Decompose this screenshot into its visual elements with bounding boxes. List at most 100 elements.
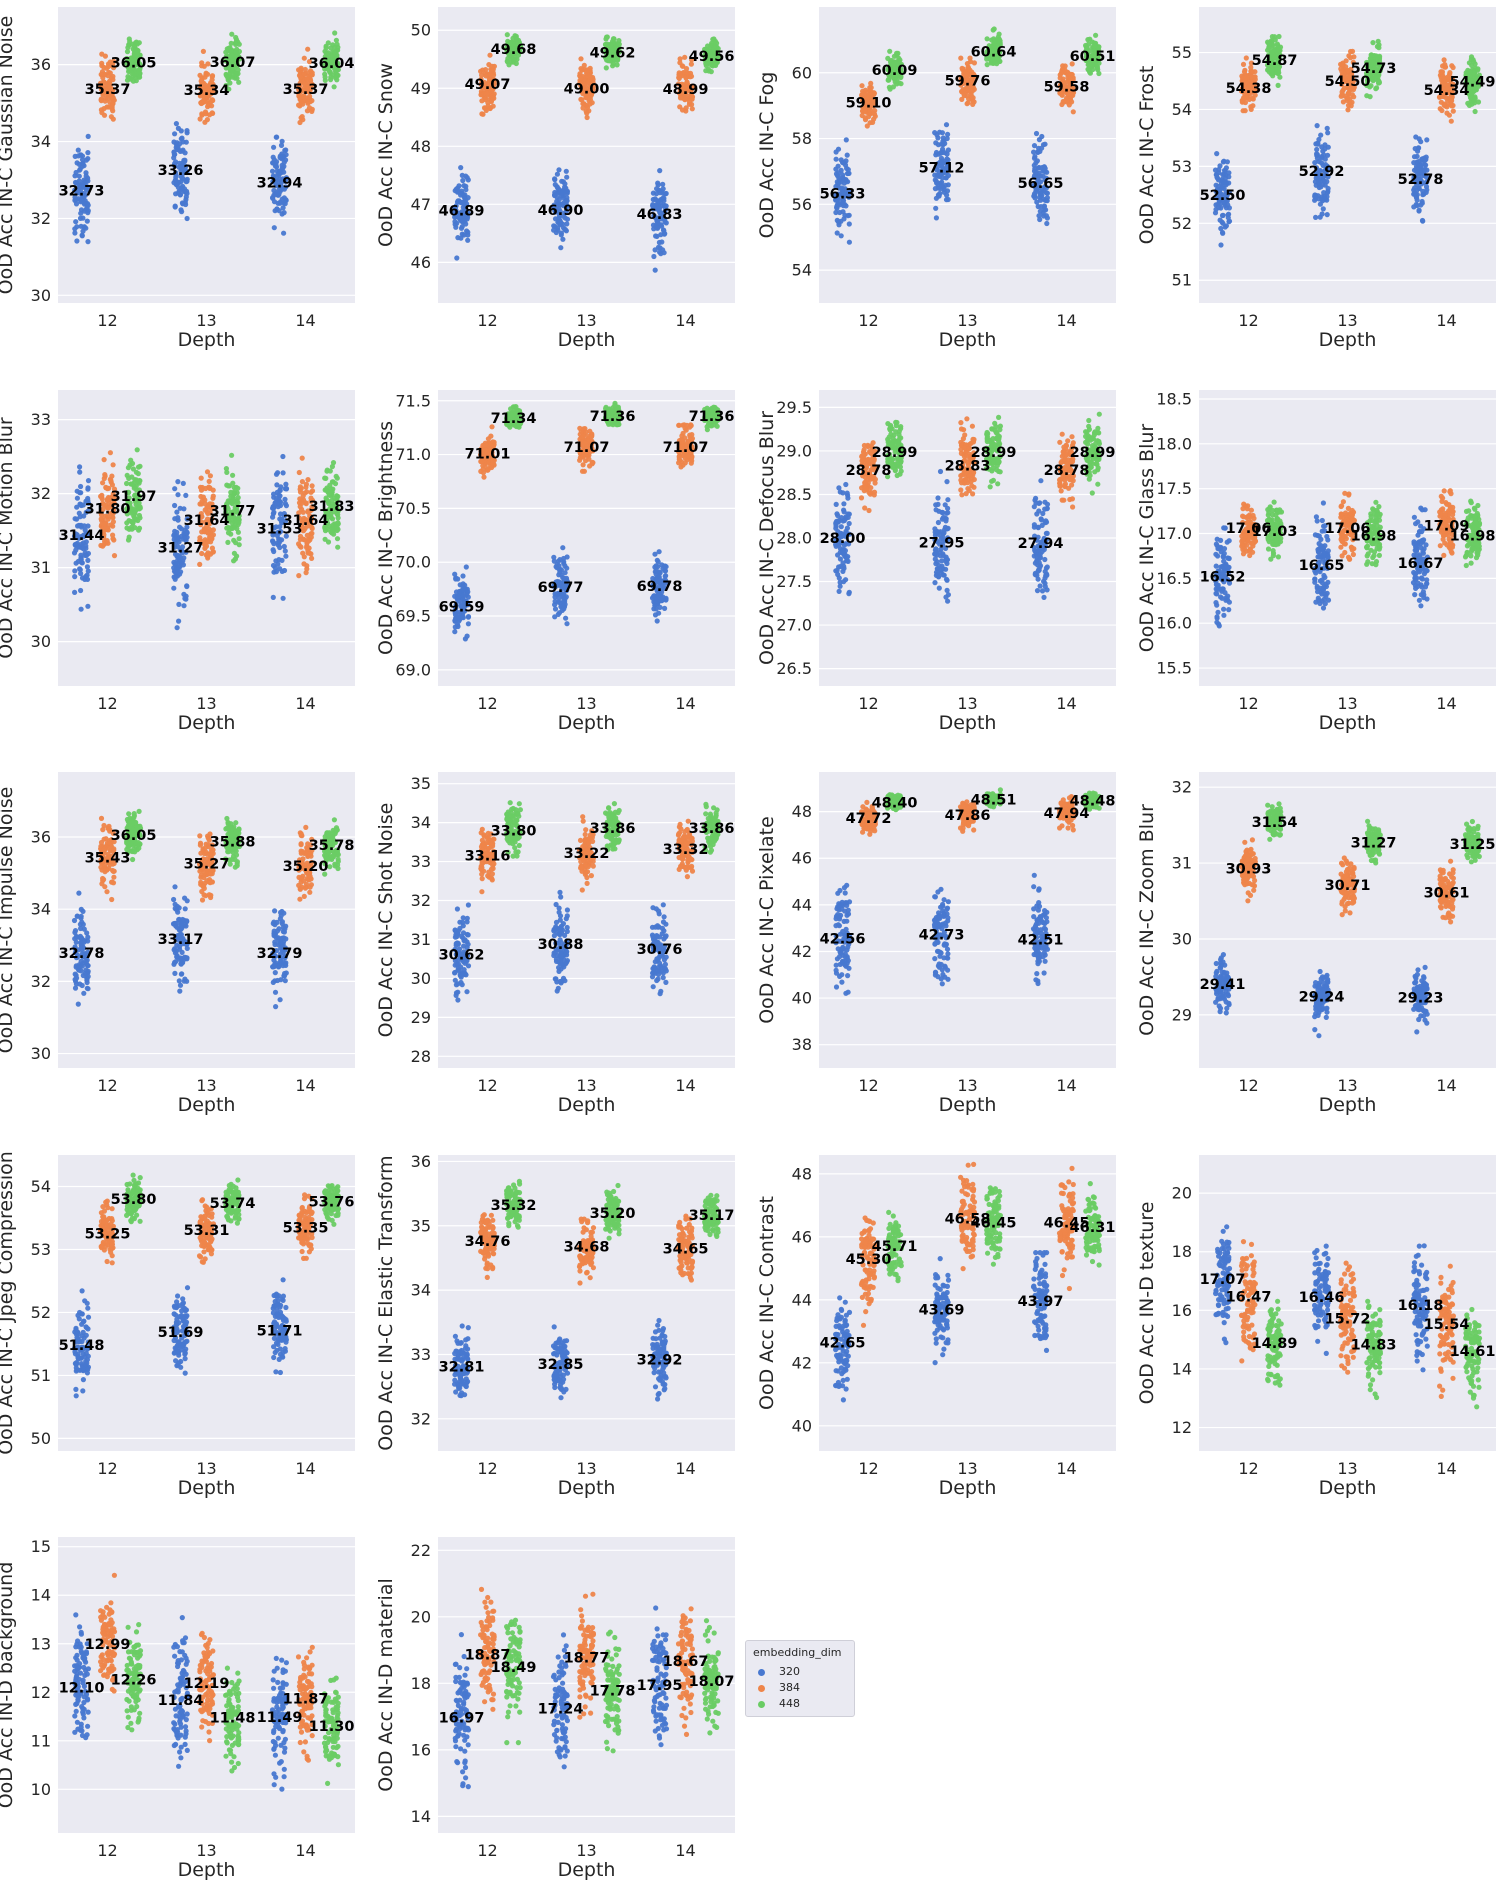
x-axis-label: Depth (558, 329, 616, 351)
y-tick-label: 36 (31, 55, 51, 74)
data-point-320 (564, 621, 570, 627)
data-point-320 (563, 168, 569, 174)
data-point-384 (103, 484, 109, 490)
data-point-320 (77, 514, 83, 520)
data-point-320 (73, 169, 79, 176)
data-point-384 (1065, 71, 1071, 78)
data-point-384 (969, 93, 975, 99)
data-point-448 (1367, 94, 1373, 100)
data-point-448 (329, 463, 335, 470)
data-point-448 (128, 61, 134, 67)
mean-label-320: 32.94 (257, 175, 303, 191)
data-point-320 (1312, 197, 1318, 203)
data-point-384 (202, 74, 208, 80)
data-point-448 (703, 68, 709, 74)
data-point-384 (197, 91, 203, 97)
data-point-320 (175, 479, 181, 485)
y-tick-label: 30 (31, 632, 51, 651)
data-point-320 (1219, 212, 1226, 219)
data-point-384 (298, 74, 304, 80)
data-point-320 (174, 625, 180, 631)
data-point-448 (125, 465, 131, 471)
data-point-320 (933, 215, 940, 221)
data-point-384 (298, 99, 304, 105)
data-point-448 (1472, 95, 1478, 101)
data-point-448 (896, 55, 902, 61)
data-point-320 (653, 571, 659, 577)
data-point-384 (98, 81, 104, 87)
data-point-384 (584, 67, 590, 73)
x-tick-label: 14 (675, 694, 695, 713)
data-point-384 (101, 64, 107, 70)
data-point-384 (301, 55, 307, 61)
mean-label-448: 60.64 (971, 45, 1017, 61)
data-point-320 (552, 606, 559, 612)
data-point-320 (278, 484, 284, 490)
mean-label-448: 31.97 (111, 489, 157, 505)
data-point-448 (1370, 76, 1376, 82)
data-point-384 (1450, 64, 1456, 71)
data-point-320 (179, 166, 185, 172)
mean-label-384: 35.34 (184, 83, 230, 99)
data-point-448 (129, 474, 135, 480)
mean-label-448: 54.87 (1252, 53, 1298, 69)
data-point-320 (1031, 149, 1037, 155)
data-point-320 (77, 567, 83, 573)
data-point-320 (171, 565, 177, 571)
data-point-384 (485, 466, 491, 473)
data-point-320 (1313, 192, 1319, 198)
data-point-320 (77, 469, 83, 475)
data-point-320 (80, 215, 86, 221)
data-point-320 (181, 530, 187, 536)
mean-label-320: 57.12 (919, 160, 965, 176)
data-point-320 (1411, 160, 1417, 166)
data-point-384 (1346, 53, 1352, 59)
data-point-448 (1275, 82, 1281, 88)
data-point-448 (230, 472, 236, 478)
data-point-320 (82, 552, 88, 559)
data-point-448 (137, 504, 143, 510)
data-point-320 (933, 149, 940, 156)
data-point-320 (1214, 151, 1220, 157)
x-tick-label: 14 (295, 311, 315, 330)
data-point-320 (1314, 123, 1320, 129)
data-point-320 (72, 574, 78, 580)
data-point-320 (1040, 210, 1046, 216)
x-tick-label: 12 (97, 694, 117, 713)
data-point-448 (134, 47, 140, 53)
data-point-320 (463, 187, 469, 193)
data-point-320 (833, 209, 839, 216)
data-point-320 (171, 585, 177, 591)
data-point-320 (1314, 140, 1320, 147)
data-point-384 (683, 66, 690, 72)
x-tick-label: 13 (196, 694, 216, 713)
data-point-320 (276, 539, 282, 546)
data-point-320 (834, 204, 840, 210)
mean-label-320: 46.89 (439, 204, 485, 220)
data-point-320 (651, 253, 657, 260)
data-point-384 (304, 540, 310, 546)
data-point-384 (1069, 99, 1075, 105)
data-point-448 (327, 468, 333, 474)
data-point-320 (1322, 156, 1328, 162)
data-point-384 (309, 483, 315, 489)
data-point-384 (971, 99, 977, 105)
data-point-320 (1314, 146, 1320, 153)
data-point-320 (552, 192, 558, 198)
data-point-320 (1424, 137, 1430, 143)
data-point-320 (452, 629, 458, 635)
data-point-384 (301, 554, 307, 560)
data-point-448 (223, 82, 229, 89)
data-point-320 (841, 201, 848, 207)
data-point-320 (85, 485, 91, 491)
data-point-320 (182, 158, 188, 164)
data-point-320 (280, 595, 286, 601)
data-point-320 (72, 589, 78, 596)
data-point-320 (656, 549, 662, 555)
data-point-320 (1320, 206, 1326, 212)
mean-label-384: 31.64 (283, 513, 329, 529)
mean-label-448: 54.49 (1450, 75, 1496, 91)
data-point-448 (136, 69, 142, 75)
